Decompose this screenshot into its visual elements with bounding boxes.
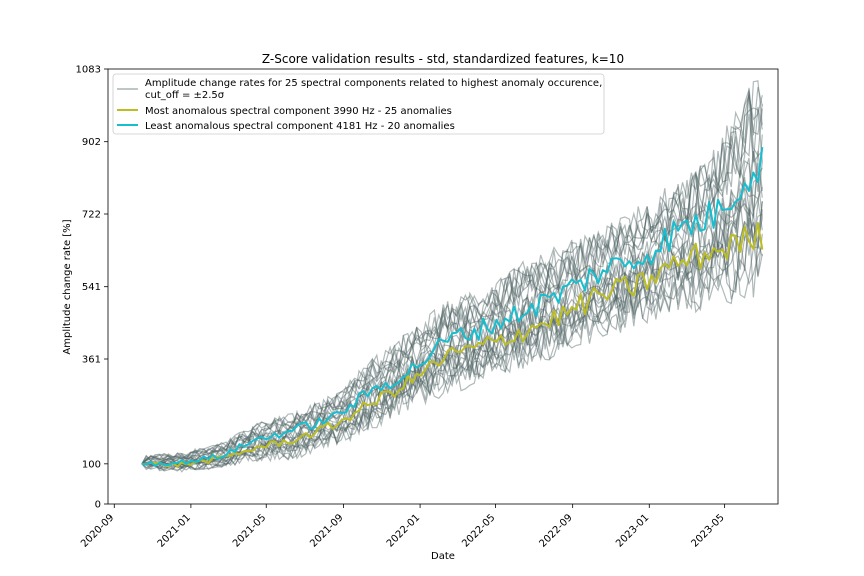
background-series-line — [141, 209, 763, 471]
y-tick-label: 722 — [82, 210, 101, 221]
y-tick-label: 0 — [95, 500, 101, 511]
y-axis: 0 100 361 541 722 902 1083 — [76, 65, 108, 511]
y-tick-label: 541 — [82, 282, 101, 293]
highlighted-series-group — [141, 146, 764, 468]
background-series-line — [141, 200, 763, 472]
legend: Amplitude change rates for 25 spectral c… — [112, 73, 605, 135]
most-anomalous-series-line — [141, 222, 764, 468]
background-series-line — [141, 200, 763, 467]
background-series-line — [141, 160, 763, 467]
legend-label-least-anomalous: Least anomalous spectral component 4181 … — [145, 121, 455, 132]
y-tick-label: 1083 — [76, 65, 101, 76]
least-anomalous-series-line — [141, 146, 764, 467]
y-axis-title: Amplitude change rate [%] — [62, 219, 73, 354]
y-tick-label: 902 — [82, 137, 101, 148]
x-axis-title: Date — [431, 551, 455, 562]
y-tick-label: 100 — [82, 459, 101, 470]
background-series-line — [141, 220, 763, 472]
background-series-line — [141, 218, 763, 473]
background-series-line — [141, 91, 763, 465]
legend-label-background-line1: Amplitude change rates for 25 spectral c… — [145, 78, 602, 89]
legend-label-background-line2: cut_off = ±2.5σ — [145, 90, 225, 101]
background-series-line — [141, 94, 763, 465]
background-series-line — [141, 80, 763, 465]
background-series-line — [141, 157, 763, 466]
background-series-line — [141, 89, 763, 465]
background-series-line — [141, 113, 763, 465]
background-series-line — [141, 209, 763, 469]
background-series-line — [141, 107, 763, 465]
chart-title: Z-Score validation results - std, standa… — [262, 52, 624, 66]
background-series-line — [141, 86, 763, 465]
background-series-line — [141, 93, 763, 465]
background-series-line — [141, 186, 763, 468]
legend-box — [112, 73, 605, 135]
y-tick-label: 361 — [82, 355, 101, 366]
legend-label-most-anomalous: Most anomalous spectral component 3990 H… — [145, 106, 452, 117]
